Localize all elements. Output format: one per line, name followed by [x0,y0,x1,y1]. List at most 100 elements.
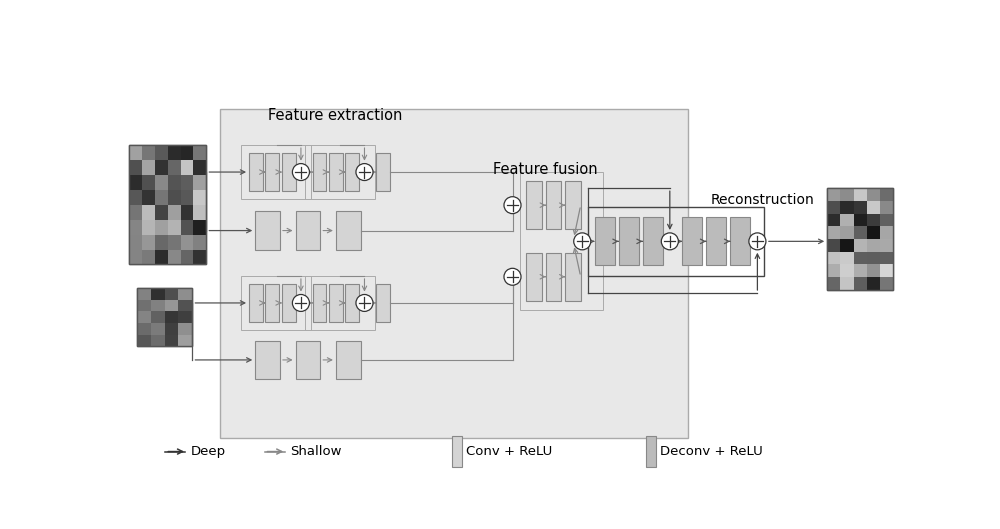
Bar [142,250,155,264]
Bar [151,312,165,323]
Bar [181,190,193,205]
Bar [155,145,168,160]
Bar [168,205,181,220]
Bar [165,300,178,312]
Bar [840,226,854,239]
Bar [137,288,192,346]
Bar [588,207,764,276]
Bar [329,284,343,322]
Bar [155,235,168,250]
Bar [827,264,840,277]
Bar [168,145,181,160]
Bar [880,226,893,239]
Bar [142,175,155,190]
Bar [880,264,893,277]
Bar [546,253,561,300]
Bar [376,284,390,322]
Bar [137,288,151,300]
Bar [336,211,361,250]
Bar [181,205,193,220]
Bar [178,288,192,300]
Bar [840,252,854,264]
Text: Shallow: Shallow [290,445,342,458]
Bar [840,201,854,214]
Bar [880,277,893,290]
Bar [155,250,168,264]
Text: Reconstruction: Reconstruction [710,194,814,207]
Bar [193,160,206,175]
Bar [137,300,151,312]
Bar [282,153,296,191]
Bar [255,211,280,250]
Bar [129,160,142,175]
Bar [129,190,142,205]
Bar [376,153,390,191]
Bar [827,252,840,264]
Bar [867,277,880,290]
Bar [296,211,320,250]
Bar [854,252,867,264]
Bar [880,201,893,214]
Bar [526,253,542,300]
Bar [867,264,880,277]
Bar [827,188,893,290]
Bar [336,341,361,379]
Text: Deconv + ReLU: Deconv + ReLU [660,445,763,458]
Bar [313,284,326,322]
Bar [137,288,192,346]
Bar [142,220,155,235]
Bar [165,312,178,323]
Bar [168,250,181,264]
Circle shape [504,197,521,214]
Bar [181,220,193,235]
Bar [867,252,880,264]
Bar [296,341,320,379]
Bar [168,220,181,235]
Bar [840,188,854,201]
Bar [193,175,206,190]
Bar [181,145,193,160]
Bar [619,217,639,265]
Bar [168,160,181,175]
Bar [854,277,867,290]
Bar [181,250,193,264]
Bar [880,188,893,201]
Bar [595,217,615,265]
Circle shape [292,295,309,312]
Bar [129,220,142,235]
Bar [827,239,840,252]
Bar [854,239,867,252]
Bar [137,312,151,323]
Bar [282,284,296,322]
Bar [565,181,581,229]
Text: Conv + ReLU: Conv + ReLU [466,445,552,458]
Bar [880,252,893,264]
Bar [646,436,656,467]
Bar [193,220,206,235]
Bar [220,109,688,439]
Bar [854,214,867,226]
Bar [137,323,151,334]
Bar [193,250,206,264]
Bar [142,235,155,250]
Bar [129,205,142,220]
Bar [155,175,168,190]
Bar [142,145,155,160]
Bar [193,190,206,205]
Bar [193,205,206,220]
Bar [129,175,142,190]
Bar [249,284,263,322]
Bar [165,288,178,300]
Bar [682,217,702,265]
Circle shape [356,295,373,312]
Bar [181,235,193,250]
Bar [305,276,375,330]
Bar [255,341,280,379]
Bar [345,284,359,322]
Bar [168,175,181,190]
Bar [706,217,726,265]
Bar [165,323,178,334]
Bar [137,334,151,346]
Bar [345,153,359,191]
Bar [867,188,880,201]
